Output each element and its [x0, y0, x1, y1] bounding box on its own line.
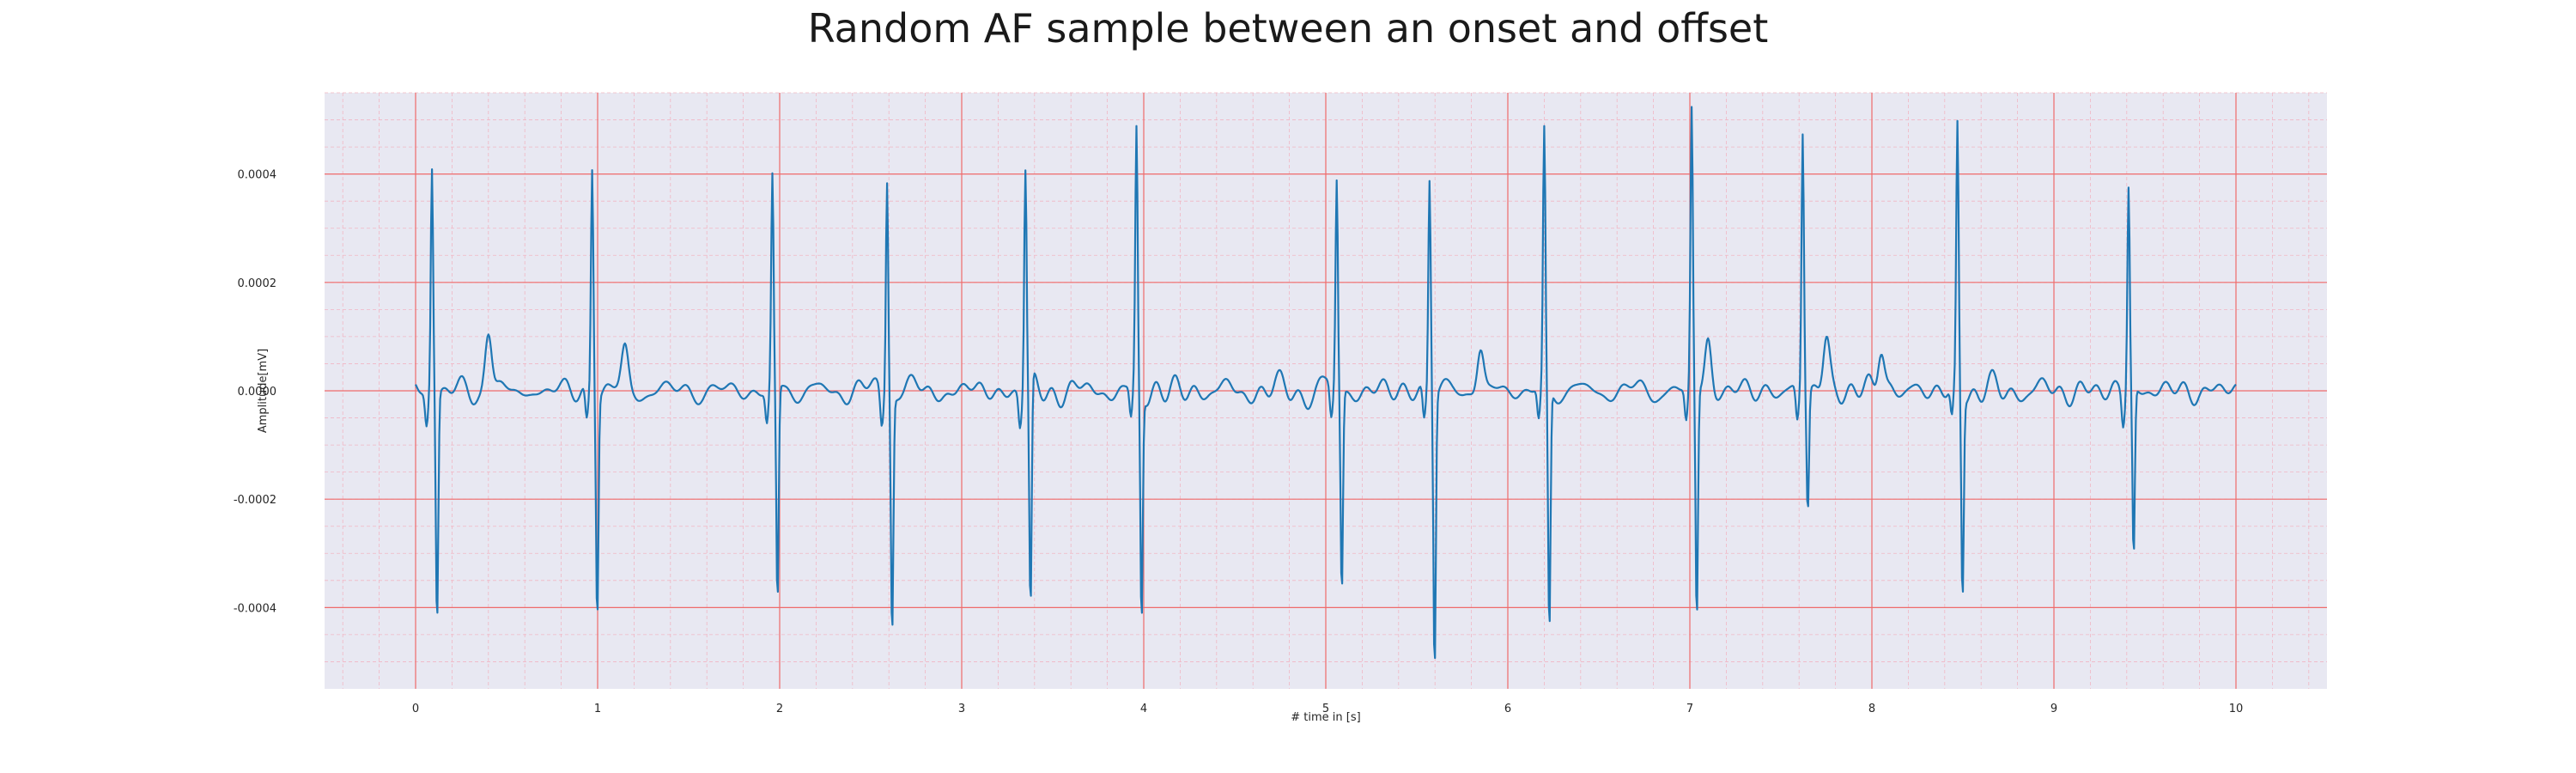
y-tick-label: 0.0002 [238, 277, 277, 290]
major-grid [325, 93, 2327, 689]
x-tick-labels: 0 1 2 3 4 5 6 7 8 9 10 [412, 703, 2243, 715]
x-tick-label: 8 [1868, 703, 1875, 715]
y-tick-label: 0.0000 [238, 386, 277, 399]
y-tick-label: -0.0004 [234, 602, 276, 615]
x-tick-label: 6 [1504, 703, 1511, 715]
x-tick-label: 5 [1322, 703, 1329, 715]
y-tick-labels: -0.0004 -0.0002 0.0000 0.0002 0.0004 [234, 169, 276, 616]
ecg-signal-line [415, 106, 2237, 660]
x-tick-label: 3 [958, 703, 965, 715]
x-tick-label: 4 [1140, 703, 1147, 715]
x-tick-label: 0 [412, 703, 419, 715]
x-axis-label: # time in [s] [1291, 711, 1360, 724]
x-tick-label: 2 [776, 703, 783, 715]
x-tick-label: 1 [594, 703, 601, 715]
x-tick-label: 9 [2050, 703, 2057, 715]
y-tick-label: -0.0002 [234, 494, 276, 507]
x-tick-label: 10 [2229, 703, 2244, 715]
y-axis-label: Amplitude[mV] [257, 349, 270, 433]
x-tick-label: 7 [1686, 703, 1693, 715]
chart-title: Random AF sample between an onset and of… [807, 5, 1769, 52]
y-tick-label: 0.0004 [238, 169, 277, 182]
